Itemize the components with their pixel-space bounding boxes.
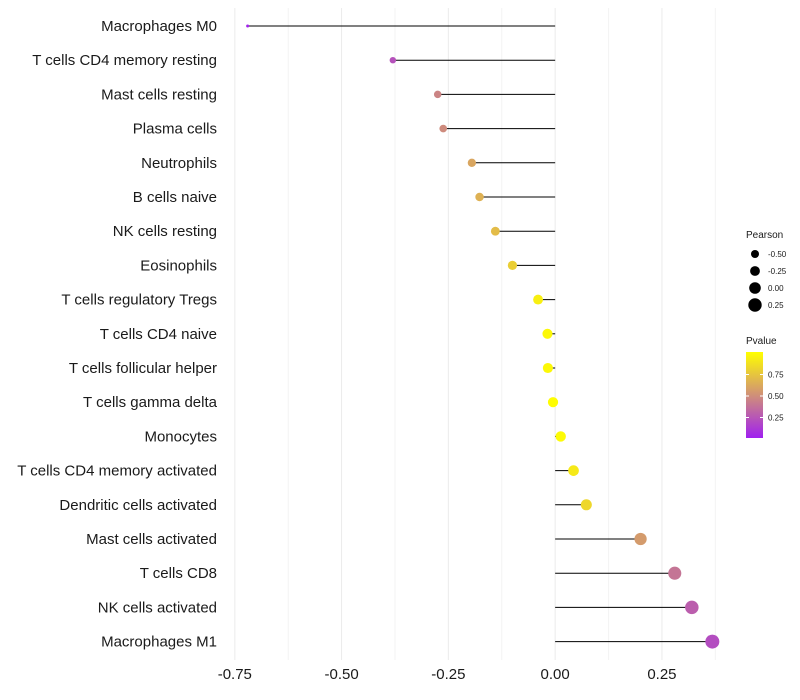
lollipop-point bbox=[705, 634, 720, 649]
y-category-label: Dendritic cells activated bbox=[59, 497, 217, 514]
y-category-label: Eosinophils bbox=[140, 257, 217, 274]
x-tick-label: -0.75 bbox=[218, 666, 252, 683]
color-legend-title: Pvalue bbox=[746, 336, 777, 347]
y-category-label: Monocytes bbox=[144, 428, 217, 445]
x-tick-label: 0.00 bbox=[541, 666, 570, 683]
color-legend-label: 0.75 bbox=[768, 371, 784, 380]
color-legend-label: 0.25 bbox=[768, 414, 784, 423]
size-legend-key bbox=[748, 298, 762, 312]
y-category-label: Macrophages M0 bbox=[101, 18, 217, 35]
y-category-label: T cells gamma delta bbox=[83, 394, 218, 411]
y-category-label: T cells CD8 bbox=[140, 565, 217, 582]
lollipop-point bbox=[533, 294, 543, 305]
size-legend-key bbox=[749, 282, 761, 294]
size-legend-label: 0.25 bbox=[768, 301, 784, 310]
x-tick-label: 0.25 bbox=[647, 666, 676, 683]
y-category-label: B cells naive bbox=[133, 189, 217, 206]
lollipop-point bbox=[668, 566, 682, 580]
y-category-label: Mast cells resting bbox=[101, 86, 217, 103]
lollipop-point bbox=[490, 226, 500, 236]
y-category-label: NK cells resting bbox=[113, 223, 217, 240]
size-legend-label: 0.00 bbox=[768, 284, 784, 293]
lollipop-point bbox=[507, 260, 518, 271]
y-category-label: T cells CD4 memory resting bbox=[32, 52, 217, 69]
lollipop-point bbox=[246, 24, 250, 28]
y-category-label: T cells CD4 memory activated bbox=[17, 463, 217, 480]
lollipop-point bbox=[685, 600, 699, 615]
size-legend-key bbox=[751, 250, 759, 258]
y-category-label: Mast cells activated bbox=[86, 531, 217, 548]
size-legend-key bbox=[750, 266, 760, 276]
size-legend-label: -0.25 bbox=[768, 267, 787, 276]
y-category-label: T cells regulatory Tregs bbox=[61, 292, 217, 309]
lollipop-point bbox=[439, 124, 448, 133]
y-category-label: Neutrophils bbox=[141, 155, 217, 172]
lollipop-point bbox=[580, 499, 592, 511]
x-tick-label: -0.50 bbox=[324, 666, 358, 683]
y-category-label: Plasma cells bbox=[133, 121, 217, 138]
lollipop-point bbox=[634, 532, 647, 546]
lollipop-point bbox=[542, 328, 553, 339]
lollipop-point bbox=[475, 192, 484, 202]
y-category-label: T cells follicular helper bbox=[69, 360, 217, 377]
lollipop-point bbox=[547, 397, 559, 408]
lollipop-point bbox=[433, 90, 442, 99]
lollipop-point bbox=[555, 431, 566, 442]
lollipop-point bbox=[542, 362, 553, 374]
y-category-label: Macrophages M1 bbox=[101, 634, 217, 651]
lollipop-point bbox=[467, 158, 477, 167]
size-legend-label: -0.50 bbox=[768, 250, 787, 259]
y-category-label: T cells CD4 naive bbox=[100, 326, 217, 343]
lollipop-point bbox=[389, 56, 397, 64]
color-legend-label: 0.50 bbox=[768, 392, 784, 401]
color-legend-bar bbox=[746, 352, 763, 438]
lollipop-point bbox=[568, 465, 579, 476]
size-legend-title: Pearson bbox=[746, 230, 783, 241]
y-category-label: NK cells activated bbox=[98, 599, 217, 616]
x-tick-label: -0.25 bbox=[431, 666, 465, 683]
